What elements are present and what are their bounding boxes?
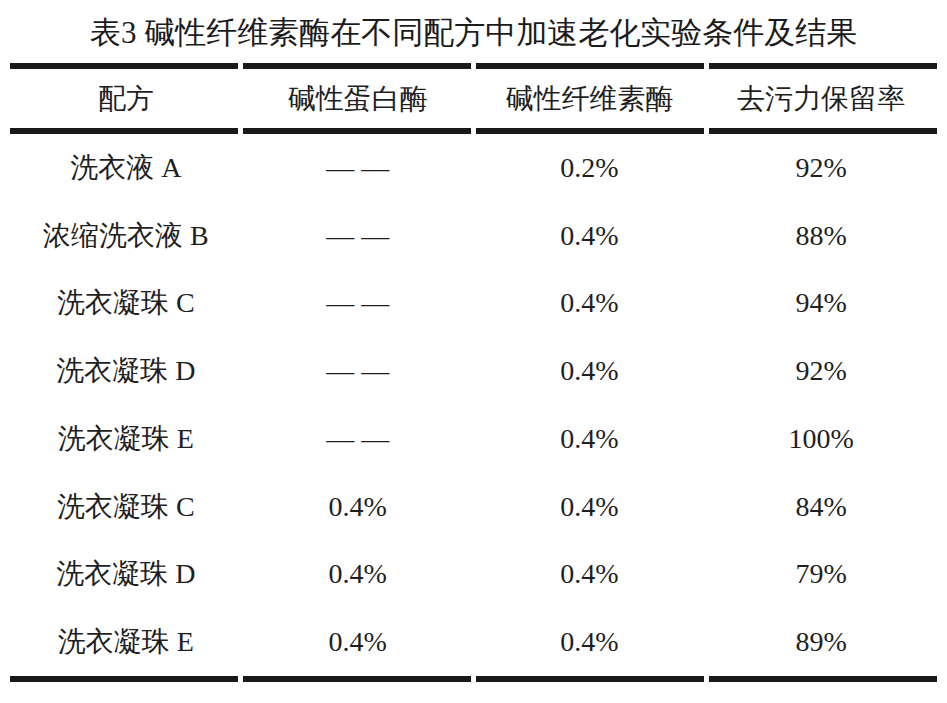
table-header-row: 配方 碱性蛋白酶 碱性纤维素酶 去污力保留率 xyxy=(10,69,937,128)
cell-retention: 88% xyxy=(705,220,937,252)
rule-segment xyxy=(476,63,704,69)
table-bottom-rule xyxy=(10,676,937,682)
cell-formula: 洗衣液 A xyxy=(10,149,242,187)
table-row: 洗衣凝珠 E — — 0.4% 100% xyxy=(10,405,937,473)
cell-protease: — — xyxy=(242,152,474,184)
cell-formula: 洗衣凝珠 E xyxy=(10,623,242,661)
document-page: 表3 碱性纤维素酶在不同配方中加速老化实验条件及结果 配方 碱性蛋白酶 碱性纤维… xyxy=(0,0,947,703)
cell-retention: 84% xyxy=(705,491,937,523)
cell-protease: 0.4% xyxy=(242,626,474,658)
cell-formula: 浓缩洗衣液 B xyxy=(10,217,242,255)
table-row: 洗衣凝珠 D 0.4% 0.4% 79% xyxy=(10,541,937,609)
cell-cellulase: 0.4% xyxy=(474,355,706,387)
cell-retention: 94% xyxy=(705,287,937,319)
rule-segment xyxy=(476,676,704,682)
cell-cellulase: 0.4% xyxy=(474,558,706,590)
rule-segment xyxy=(10,128,238,134)
cell-protease: — — xyxy=(242,287,474,319)
rule-segment xyxy=(709,128,937,134)
cell-protease: — — xyxy=(242,423,474,455)
cell-retention: 89% xyxy=(705,626,937,658)
rule-segment xyxy=(243,63,471,69)
column-header-retention: 去污力保留率 xyxy=(705,80,937,118)
cell-cellulase: 0.4% xyxy=(474,423,706,455)
rule-segment xyxy=(709,63,937,69)
cell-formula: 洗衣凝珠 D xyxy=(10,352,242,390)
table-row: 洗衣凝珠 E 0.4% 0.4% 89% xyxy=(10,608,937,676)
table-row: 浓缩洗衣液 B — — 0.4% 88% xyxy=(10,202,937,270)
cell-formula: 洗衣凝珠 C xyxy=(10,488,242,526)
rule-segment xyxy=(10,63,238,69)
rule-segment xyxy=(243,676,471,682)
table-row: 洗衣凝珠 C 0.4% 0.4% 84% xyxy=(10,473,937,541)
column-header-cellulase: 碱性纤维素酶 xyxy=(474,80,706,118)
cell-cellulase: 0.4% xyxy=(474,626,706,658)
cell-cellulase: 0.4% xyxy=(474,287,706,319)
rule-segment xyxy=(243,128,471,134)
cell-formula: 洗衣凝珠 C xyxy=(10,284,242,322)
cell-retention: 79% xyxy=(705,558,937,590)
cell-cellulase: 0.2% xyxy=(474,152,706,184)
column-header-formula: 配方 xyxy=(10,80,242,118)
cell-retention: 92% xyxy=(705,355,937,387)
cell-protease: — — xyxy=(242,220,474,252)
rule-segment xyxy=(476,128,704,134)
cell-protease: 0.4% xyxy=(242,558,474,590)
cell-formula: 洗衣凝珠 D xyxy=(10,555,242,593)
table-caption: 表3 碱性纤维素酶在不同配方中加速老化实验条件及结果 xyxy=(0,0,947,63)
cell-formula: 洗衣凝珠 E xyxy=(10,420,242,458)
rule-segment xyxy=(709,676,937,682)
column-header-protease: 碱性蛋白酶 xyxy=(242,80,474,118)
table-row: 洗衣凝珠 D — — 0.4% 92% xyxy=(10,337,937,405)
cell-cellulase: 0.4% xyxy=(474,220,706,252)
rule-segment xyxy=(10,676,238,682)
table-row: 洗衣凝珠 C — — 0.4% 94% xyxy=(10,270,937,338)
cell-cellulase: 0.4% xyxy=(474,491,706,523)
cell-protease: — — xyxy=(242,355,474,387)
cell-retention: 100% xyxy=(705,423,937,455)
cell-protease: 0.4% xyxy=(242,491,474,523)
cell-retention: 92% xyxy=(705,152,937,184)
table-row: 洗衣液 A — — 0.2% 92% xyxy=(10,134,937,202)
